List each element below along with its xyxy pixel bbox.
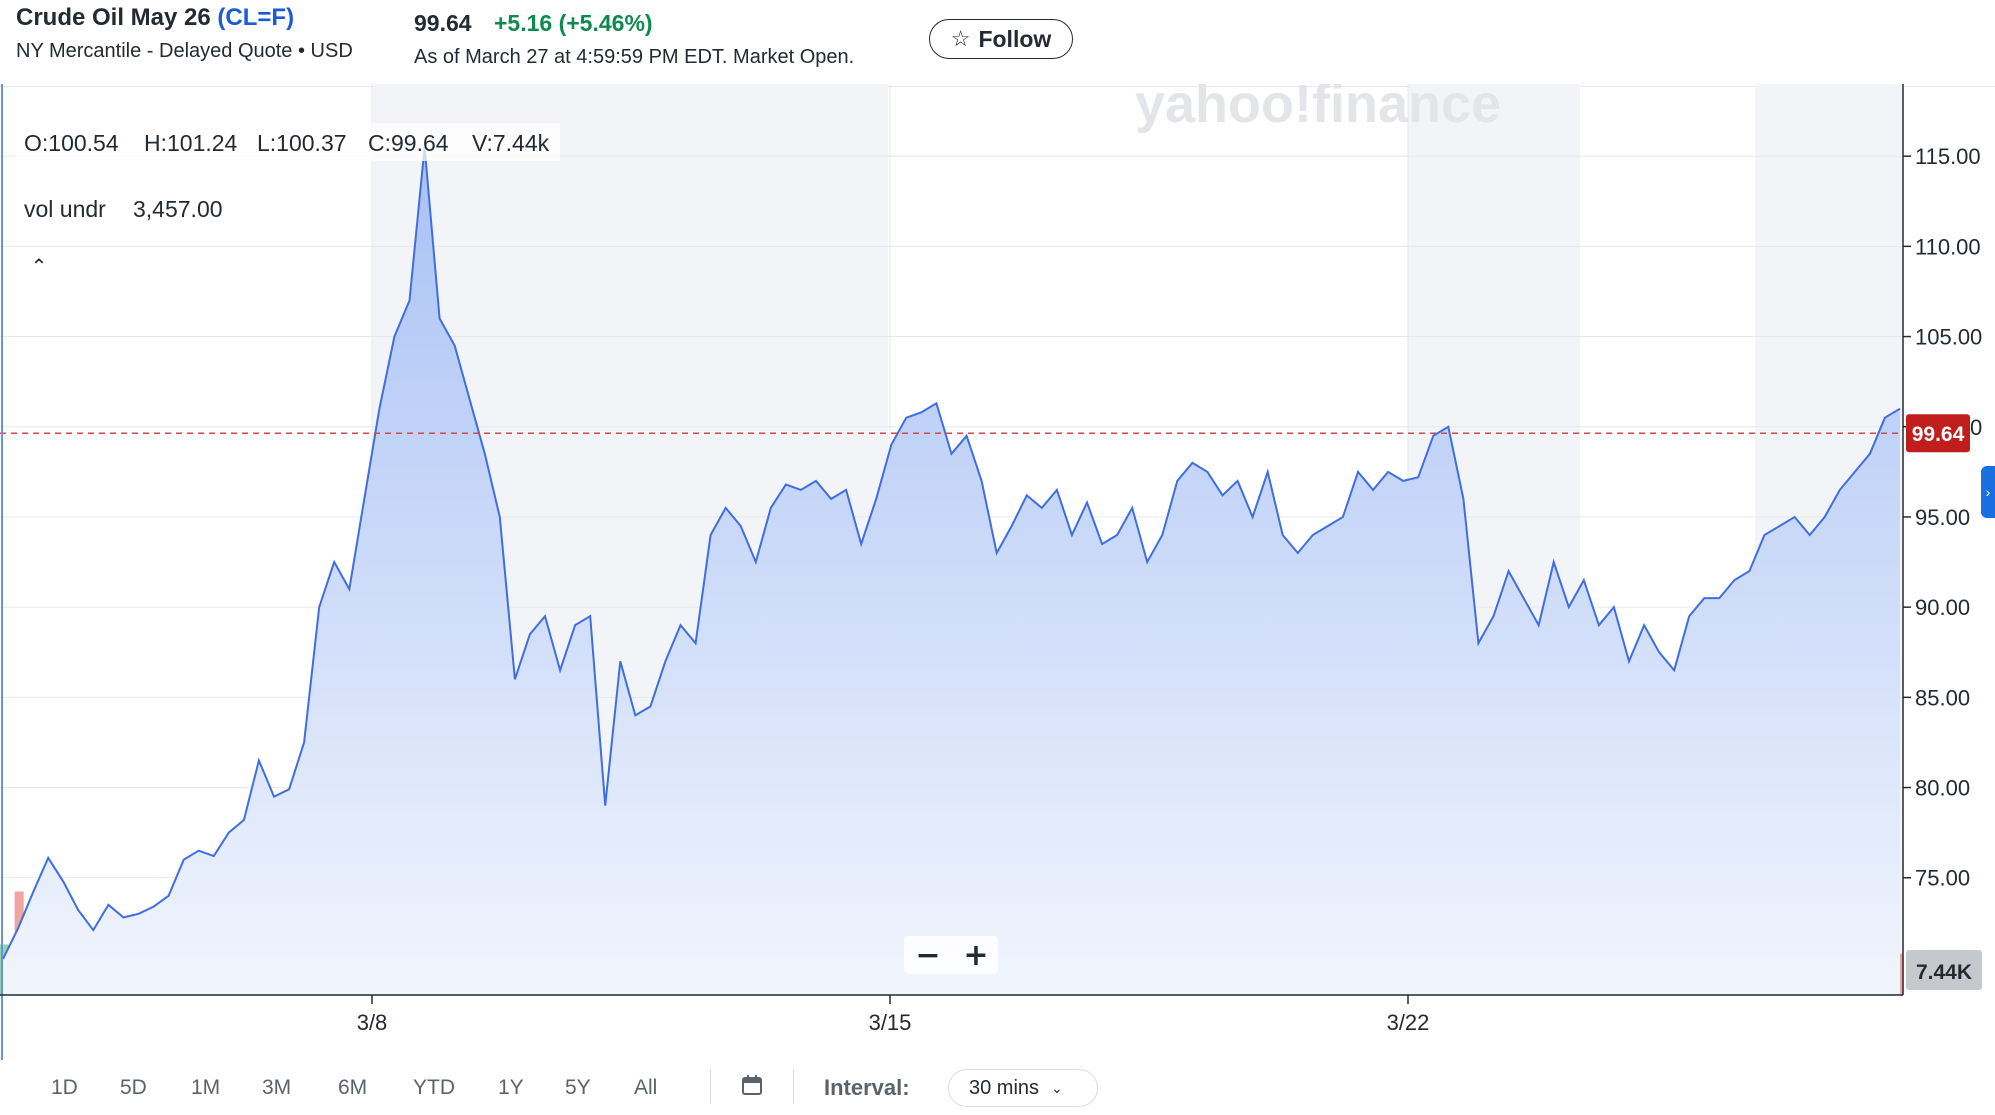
star-outline-icon: ☆ bbox=[950, 26, 971, 51]
calendar-icon[interactable] bbox=[741, 1074, 763, 1096]
y-tick-label: 75.00 bbox=[1915, 866, 1970, 891]
price-line bbox=[2, 147, 1901, 960]
ohlc-low: L:100.37 bbox=[257, 130, 347, 156]
y-tick-label: 105.00 bbox=[1915, 325, 1982, 350]
interval-value: 30 mins bbox=[969, 1076, 1040, 1099]
change-percent: (+5.46%) bbox=[558, 10, 653, 36]
last-price: 99.64 bbox=[414, 10, 472, 36]
volume-under-value: 3,457.00 bbox=[133, 196, 223, 222]
chevron-right-icon[interactable]: › bbox=[1981, 466, 1995, 518]
range-button-1y[interactable]: 1Y bbox=[498, 1076, 524, 1099]
range-button-ytd[interactable]: YTD bbox=[413, 1076, 455, 1099]
quote-timestamp: As of March 27 at 4:59:59 PM EDT. Market… bbox=[414, 46, 855, 68]
range-button-5d[interactable]: 5D bbox=[120, 1076, 147, 1099]
exchange-line: NY Mercantile - Delayed Quote • USD bbox=[16, 40, 353, 62]
price-change: +5.16 (+5.46%) bbox=[494, 10, 653, 37]
y-tick-label: 115.00 bbox=[1915, 144, 1981, 169]
interval-select[interactable]: 30 mins ⌄ bbox=[948, 1069, 1098, 1107]
follow-label: Follow bbox=[978, 25, 1052, 52]
ohlc-volume: V:7.44k bbox=[472, 130, 550, 156]
current-price-label: 99.64 bbox=[1912, 423, 1965, 446]
y-tick-label: 110.00 bbox=[1915, 234, 1981, 259]
volume-tag bbox=[1906, 950, 1982, 990]
volume-tag-label: 7.44K bbox=[1916, 961, 1972, 984]
y-tick-label: 85.00 bbox=[1915, 685, 1970, 710]
ohlc-open: O:100.54 bbox=[24, 130, 119, 156]
ohlc-high: H:101.24 bbox=[144, 130, 238, 156]
instrument-name: Crude Oil May 26 bbox=[16, 4, 211, 31]
x-tick-label: 3/15 bbox=[869, 1010, 912, 1035]
ohlc-close: C:99.64 bbox=[368, 130, 449, 156]
watermark: yahoo!finance bbox=[1135, 84, 1501, 134]
range-button-1d[interactable]: 1D bbox=[51, 1076, 78, 1099]
price-area bbox=[3, 147, 1900, 996]
y-tick-label: 90.00 bbox=[1915, 595, 1970, 620]
chevron-up-icon[interactable]: ⌃ bbox=[31, 254, 48, 278]
range-button-5y[interactable]: 5Y bbox=[565, 1076, 591, 1099]
price-chart[interactable]: yahoo!finance 115.00110.00105.00100.0095… bbox=[0, 84, 1995, 1060]
quote-header: Crude Oil May 26 (CL=F) NY Mercantile - … bbox=[0, 0, 1995, 87]
ohlc-readout-bg bbox=[16, 123, 560, 161]
follow-button[interactable]: ☆ Follow bbox=[929, 19, 1073, 59]
ticker-symbol[interactable]: (CL=F) bbox=[217, 4, 295, 31]
chart-toolbar: 1D 5D 1M 3M 6M YTD 1Y 5Y All Interval: 3… bbox=[0, 1060, 1995, 1115]
range-button-3m[interactable]: 3M bbox=[262, 1076, 292, 1099]
zoom-in-button[interactable]: + bbox=[963, 938, 988, 973]
volume-under-label: vol undr bbox=[24, 196, 106, 222]
y-tick-label: 95.00 bbox=[1915, 505, 1970, 530]
interval-label: Interval: bbox=[824, 1075, 910, 1100]
range-button-all[interactable]: All bbox=[634, 1076, 658, 1099]
instrument-title: Crude Oil May 26 (CL=F) bbox=[16, 4, 294, 32]
chevron-down-icon: ⌄ bbox=[1051, 1079, 1063, 1096]
range-button-1m[interactable]: 1M bbox=[191, 1076, 221, 1099]
x-tick-label: 3/8 bbox=[357, 1010, 388, 1035]
toolbar-separator bbox=[710, 1070, 711, 1104]
toolbar-separator bbox=[793, 1070, 794, 1104]
x-tick-label: 3/22 bbox=[1387, 1010, 1430, 1035]
zoom-controls-bg bbox=[904, 936, 998, 974]
zoom-out-button[interactable]: − bbox=[915, 938, 940, 973]
range-button-6m[interactable]: 6M bbox=[338, 1076, 368, 1099]
y-tick-label: 80.00 bbox=[1915, 776, 1970, 801]
change-value: +5.16 bbox=[494, 10, 553, 36]
current-price-tag bbox=[1906, 414, 1970, 453]
